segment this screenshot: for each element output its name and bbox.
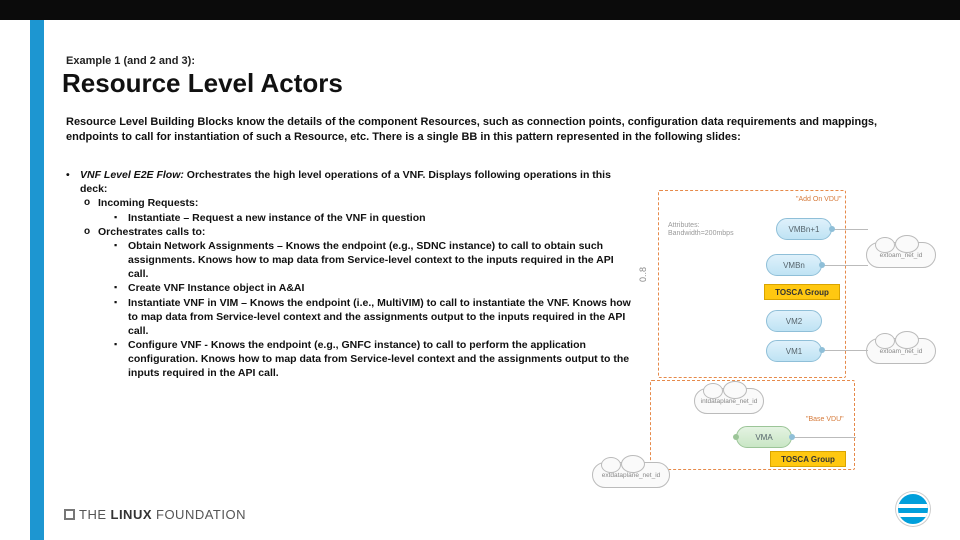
connection-point	[819, 262, 825, 268]
cloud-node: extoam_net_id	[866, 242, 936, 268]
tag-addon: "Add On VDU"	[796, 196, 841, 203]
att-globe-icon	[896, 492, 930, 526]
logo-pre: THE	[79, 507, 107, 522]
connection-point	[733, 434, 739, 440]
vm-node: VM1	[766, 340, 822, 362]
sub-marker: o	[84, 196, 98, 210]
connection-point	[829, 226, 835, 232]
top-bar	[0, 0, 960, 20]
vm-node: VM2	[766, 310, 822, 332]
lead-paragraph: Resource Level Building Blocks know the …	[66, 115, 920, 145]
vm-node: VMBn	[766, 254, 822, 276]
sub-text: Incoming Requests:	[98, 196, 636, 210]
sub-marker: o	[84, 225, 98, 239]
logo-post: FOUNDATION	[156, 507, 246, 522]
bullet-content: • VNF Level E2E Flow: Orchestrates the h…	[66, 168, 636, 381]
diagram: "Add On VDU" "Base VDU" Attributes: Band…	[636, 182, 936, 477]
sub-text: Instantiate VNF in VIM – Knows the endpo…	[128, 296, 636, 339]
square-marker: ▪	[114, 211, 128, 225]
connector	[822, 265, 868, 266]
bullet-text: VNF Level E2E Flow: Orchestrates the hig…	[80, 168, 636, 196]
vm-node: VMBn+1	[776, 218, 832, 240]
square-marker: ▪	[114, 239, 128, 282]
sub-text: Create VNF Instance object in A&AI	[128, 281, 636, 295]
cardinality-label: 0..8	[638, 267, 648, 282]
linux-foundation-logo: THE LINUXFOUNDATION	[64, 507, 246, 522]
left-accent-stripe	[30, 20, 44, 540]
tosca-badge: TOSCA Group	[770, 451, 846, 467]
sub-text: Obtain Network Assignments – Knows the e…	[128, 239, 636, 282]
vm-node-a: VMA	[736, 426, 792, 448]
slide-title: Resource Level Actors	[62, 68, 343, 99]
square-marker: ▪	[114, 296, 128, 339]
logo-square-icon	[64, 509, 75, 520]
tosca-badge: TOSCA Group	[764, 284, 840, 300]
tag-base: "Base VDU"	[806, 416, 844, 423]
cloud-node: intdataplane_net_id	[694, 388, 764, 414]
connector	[792, 437, 856, 438]
slide-subtitle: Example 1 (and 2 and 3):	[66, 55, 195, 67]
cloud-node: extoam_net_id	[866, 338, 936, 364]
sub-text: Orchestrates calls to:	[98, 225, 636, 239]
connection-point	[819, 347, 825, 353]
connection-point	[789, 434, 795, 440]
bullet-marker: •	[66, 168, 80, 196]
sub-text: Instantiate – Request a new instance of …	[128, 211, 636, 225]
square-marker: ▪	[114, 338, 128, 381]
logo-bold: LINUX	[111, 507, 153, 522]
bullet-emphasis: VNF Level E2E Flow:	[80, 169, 184, 181]
attributes-text: Attributes: Bandwidth=200mbps	[668, 222, 734, 239]
connector	[822, 350, 868, 351]
sub-text: Configure VNF - Knows the endpoint (e.g.…	[128, 338, 636, 381]
square-marker: ▪	[114, 281, 128, 295]
cloud-node: extdataplane_net_id	[592, 462, 670, 488]
connector	[832, 229, 868, 230]
